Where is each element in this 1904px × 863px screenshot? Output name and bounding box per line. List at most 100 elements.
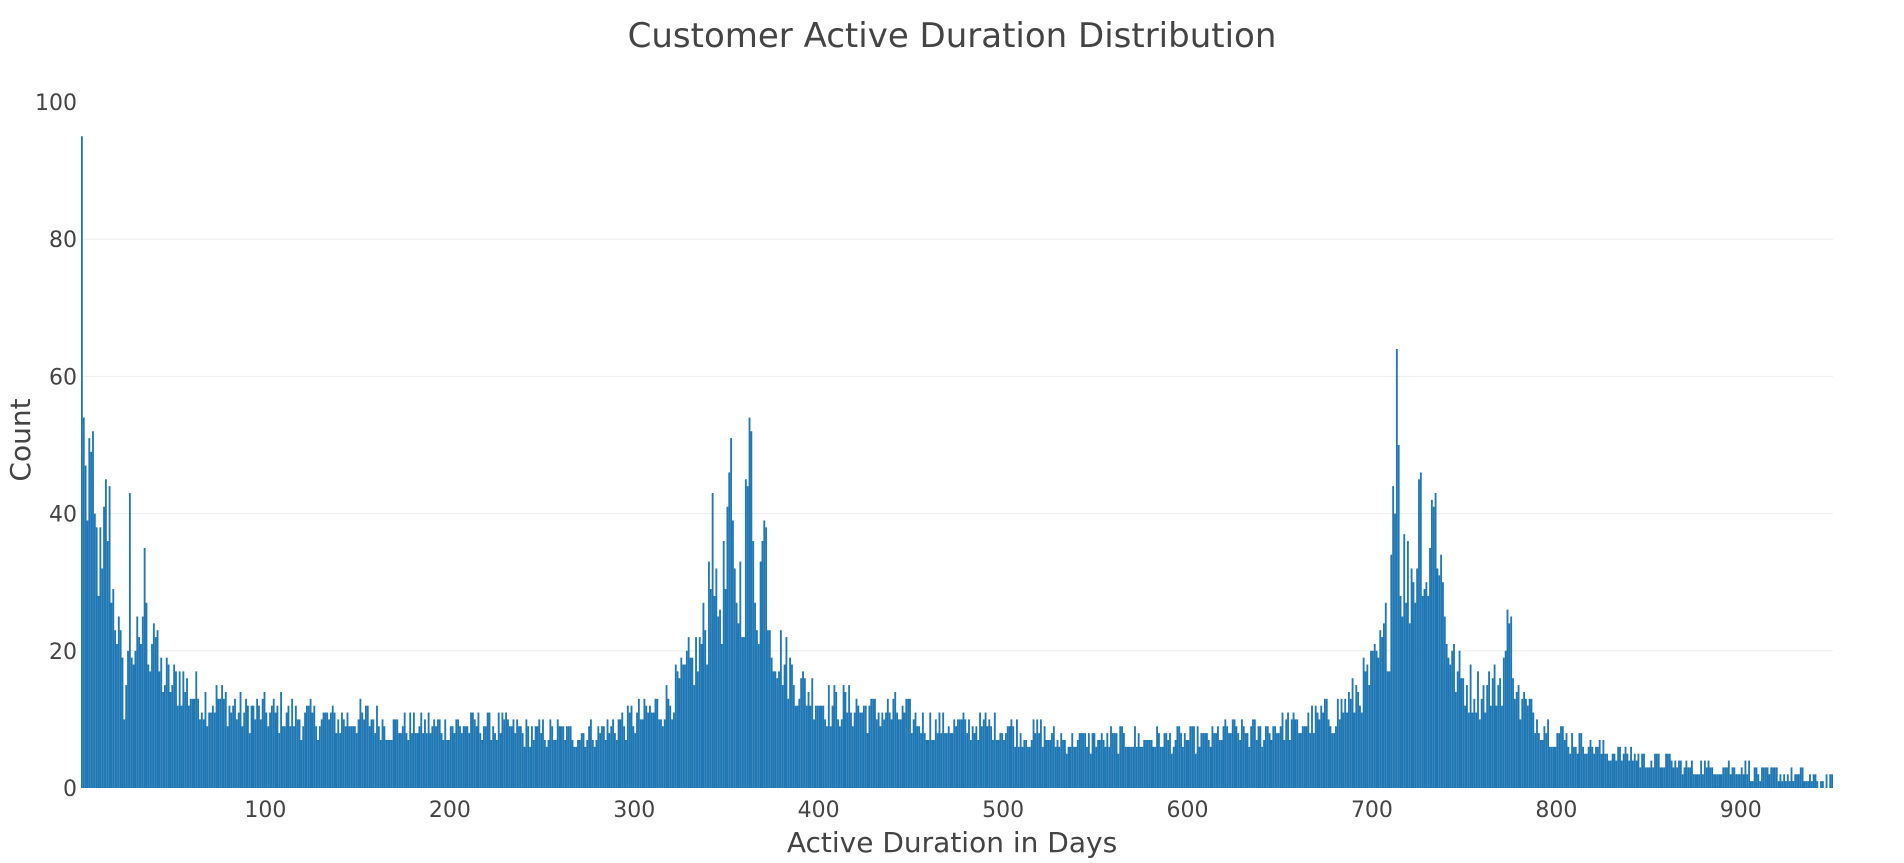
- histogram-bar: [1041, 746, 1044, 788]
- histogram-bar: [1379, 630, 1382, 788]
- histogram-bar: [1209, 746, 1212, 788]
- histogram-bar: [182, 671, 185, 788]
- histogram-bar: [726, 506, 729, 788]
- histogram-bar: [1141, 746, 1144, 788]
- histogram-bar: [1364, 671, 1367, 788]
- histogram-bar: [542, 719, 544, 788]
- histogram-bar: [566, 726, 568, 788]
- histogram-bar: [276, 705, 279, 788]
- histogram-bar: [1305, 726, 1308, 788]
- histogram-bar: [1657, 753, 1660, 788]
- histogram-bar: [1137, 733, 1140, 788]
- histogram-bar: [1631, 760, 1634, 788]
- histogram-bar: [1181, 746, 1184, 788]
- histogram-bar: [1082, 733, 1085, 788]
- histogram-bar: [855, 698, 858, 788]
- histogram-bar: [1193, 726, 1195, 788]
- histogram-bar: [800, 678, 803, 788]
- histogram-bar: [1067, 746, 1070, 788]
- histogram-bar: [621, 712, 624, 788]
- histogram-bar: [191, 698, 194, 788]
- histogram-bar: [117, 616, 120, 788]
- histogram-bar: [816, 705, 819, 788]
- histogram-bar: [1097, 739, 1100, 788]
- histogram-bar: [507, 719, 509, 788]
- histogram-bar: [1406, 541, 1409, 788]
- histogram-bar: [411, 733, 413, 788]
- histogram-bar: [1576, 753, 1579, 788]
- histogram-bar: [647, 712, 650, 788]
- histogram-bar: [1370, 650, 1372, 788]
- histogram-bar: [654, 698, 657, 788]
- histogram-bar: [1770, 767, 1773, 788]
- histogram-bar: [1019, 733, 1022, 788]
- histogram-bar: [1462, 678, 1465, 788]
- histogram-bar: [1762, 767, 1765, 788]
- histogram-bar: [1513, 698, 1516, 788]
- histogram-bar: [119, 630, 122, 788]
- histogram-bar: [964, 719, 967, 788]
- histogram-bar: [875, 719, 878, 788]
- histogram-bar: [90, 451, 93, 788]
- histogram-bar: [903, 712, 906, 788]
- histogram-bar: [1440, 554, 1443, 788]
- histogram-bar: [1454, 691, 1457, 788]
- histogram-bar: [590, 719, 592, 788]
- histogram-bar: [1648, 767, 1651, 788]
- histogram-bar: [1792, 781, 1795, 788]
- histogram-bar: [1418, 479, 1420, 788]
- histogram-bar: [521, 733, 524, 788]
- histogram-bar: [202, 719, 205, 788]
- histogram-bar: [1489, 705, 1492, 788]
- histogram-bar: [573, 746, 576, 788]
- histogram-bar: [1038, 733, 1040, 788]
- histogram-bar: [1078, 733, 1081, 788]
- histogram-bar: [689, 657, 692, 788]
- histogram-bar: [175, 671, 177, 788]
- histogram-bar: [1333, 733, 1336, 788]
- histogram-bar: [625, 739, 627, 788]
- histogram-bar: [1377, 657, 1380, 788]
- histogram-bar: [1111, 733, 1114, 788]
- histogram-bar: [116, 643, 118, 788]
- histogram-bar: [1724, 767, 1727, 788]
- histogram-bar: [280, 691, 283, 788]
- histogram-bar: [602, 726, 605, 788]
- histogram-bar: [339, 733, 342, 788]
- histogram-bar: [473, 719, 476, 788]
- histogram-bar: [702, 602, 705, 788]
- histogram-bar: [1491, 678, 1494, 788]
- histogram-bar: [92, 431, 94, 788]
- histogram-bar: [1016, 719, 1018, 788]
- histogram-bar: [1063, 739, 1066, 788]
- histogram-bar: [1154, 746, 1157, 788]
- histogram-bar: [929, 712, 932, 788]
- histogram-bar: [1287, 712, 1289, 788]
- histogram-bar: [767, 630, 769, 788]
- histogram-bar: [178, 671, 181, 788]
- histogram-bar: [1606, 753, 1609, 788]
- histogram-bar: [792, 685, 795, 788]
- histogram-bar: [1244, 733, 1247, 788]
- histogram-bar: [774, 671, 777, 788]
- histogram-bar: [643, 698, 646, 788]
- histogram-bar: [1595, 746, 1597, 788]
- histogram-bar: [342, 719, 345, 788]
- histogram-bar: [435, 726, 437, 788]
- histogram-bar: [396, 719, 399, 788]
- histogram-bar: [422, 733, 425, 788]
- histogram-bar: [1375, 650, 1378, 788]
- histogram-bar: [497, 712, 500, 788]
- histogram-bar: [425, 733, 428, 788]
- histogram-bar: [256, 698, 259, 788]
- y-tick-label: 0: [63, 777, 77, 802]
- histogram-bar: [1252, 719, 1254, 788]
- histogram-bar: [1584, 753, 1586, 788]
- histogram-bar: [637, 698, 640, 788]
- histogram-bar: [1117, 753, 1120, 788]
- histogram-bar: [744, 479, 747, 788]
- histogram-bar: [265, 712, 268, 788]
- histogram-bar: [420, 712, 423, 788]
- histogram-bar: [1681, 774, 1684, 788]
- histogram-bar: [313, 705, 316, 788]
